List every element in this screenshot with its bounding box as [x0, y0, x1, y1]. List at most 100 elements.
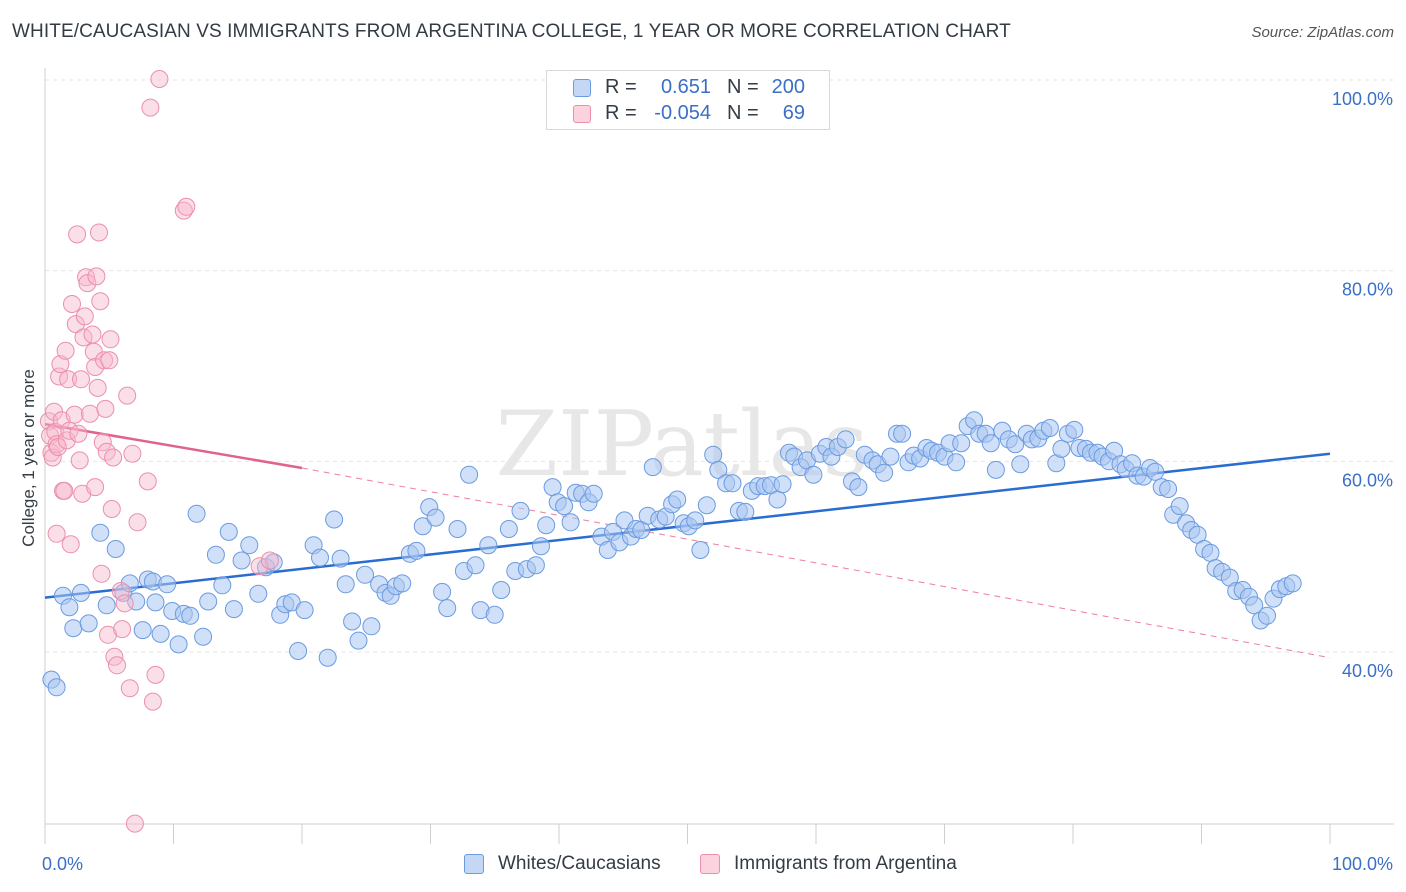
y-axis-label: College, 1 year or more [19, 369, 38, 547]
correlation-legend: R = 0.651 N = 200 R = -0.054 N = 69 [546, 70, 830, 130]
point-whites [1065, 420, 1084, 439]
point-whites [1011, 455, 1030, 474]
legend-label-argentina: Immigrants from Argentina [734, 853, 957, 874]
point-argentina [90, 223, 108, 242]
point-whites [72, 583, 90, 602]
point-whites [460, 465, 479, 484]
point-whites [325, 510, 344, 529]
point-whites [881, 447, 900, 466]
point-whites [318, 648, 337, 667]
point-whites [133, 621, 152, 640]
point-whites [686, 511, 705, 530]
point-whites [555, 497, 574, 516]
point-argentina [146, 665, 165, 684]
chart-title: WHITE/CAUCASIAN VS IMMIGRANTS FROM ARGEN… [12, 21, 1011, 42]
point-whites [349, 631, 368, 650]
legend-swatch-blue [573, 79, 591, 97]
point-argentina [70, 451, 89, 470]
point-argentina [59, 370, 78, 389]
point-argentina [96, 399, 115, 418]
point-argentina [61, 535, 80, 554]
point-whites [232, 551, 251, 570]
point-argentina [108, 656, 126, 675]
source-credit: Source: ZipAtlas.com [1251, 24, 1394, 41]
point-argentina [118, 386, 137, 405]
point-whites [1040, 419, 1059, 437]
point-whites [219, 522, 238, 541]
point-whites [804, 465, 823, 484]
point-whites [311, 548, 329, 567]
data-points [39, 70, 1302, 833]
legend-swatch-pink [573, 105, 591, 123]
point-argentina [115, 594, 134, 613]
x-tick-label: 0.0% [42, 854, 83, 874]
r-label: R = [605, 102, 637, 124]
point-argentina [101, 330, 120, 349]
point-whites [704, 445, 723, 464]
point-whites [426, 508, 445, 527]
point-whites [433, 582, 452, 601]
n-label: N = [727, 102, 759, 124]
point-argentina [123, 444, 142, 463]
point-whites [336, 575, 355, 594]
point-argentina [128, 513, 147, 532]
point-whites [893, 424, 912, 443]
point-whites [1258, 606, 1276, 625]
point-whites [120, 574, 139, 593]
point-whites [697, 496, 716, 515]
point-argentina [99, 625, 117, 644]
point-argentina [78, 274, 97, 293]
point-argentina [143, 692, 162, 711]
n-value: 69 [782, 102, 805, 124]
point-whites [331, 549, 350, 568]
point-whites [91, 523, 110, 542]
trend-line-argentina [44, 422, 303, 470]
y-tick-label: 40.0% [1342, 661, 1393, 681]
point-whites [393, 574, 412, 593]
point-argentina [250, 557, 269, 576]
point-whites [343, 612, 362, 631]
x-tick-labels: 0.0% 100.0% [42, 854, 1393, 874]
r-label: R = [605, 76, 637, 98]
legend-row-whites: R = 0.651 N = 200 [547, 75, 829, 101]
n-value: 200 [771, 76, 805, 98]
point-argentina [100, 351, 119, 370]
point-whites [986, 460, 1005, 479]
point-argentina [141, 98, 160, 117]
point-argentina [86, 478, 105, 497]
x-tick-label: 100.0% [1332, 854, 1393, 874]
point-whites [127, 592, 146, 611]
point-whites [356, 565, 374, 584]
point-argentina [47, 524, 66, 543]
point-argentina [102, 500, 121, 518]
point-argentina [95, 351, 114, 370]
point-whites [768, 490, 787, 509]
point-whites [213, 576, 232, 595]
point-whites [511, 501, 530, 520]
point-argentina [177, 197, 196, 216]
point-whites [438, 599, 457, 618]
point-whites [485, 605, 504, 624]
point-whites [289, 642, 308, 660]
point-argentina [83, 325, 102, 344]
point-whites [1159, 480, 1178, 498]
y-tick-labels: 40.0% 60.0% 80.0% 100.0% [1332, 89, 1393, 681]
point-whites [643, 458, 662, 477]
point-whites [224, 600, 243, 619]
point-whites [187, 504, 206, 523]
point-whites [723, 474, 742, 493]
r-value: -0.054 [654, 102, 711, 124]
point-whites [479, 536, 498, 555]
point-argentina [104, 448, 123, 467]
point-whites [448, 520, 467, 538]
point-whites [106, 540, 125, 558]
point-argentina [69, 424, 88, 443]
legend-label-whites: Whites/Caucasians [498, 853, 661, 874]
n-label: N = [727, 76, 759, 98]
point-whites [79, 614, 98, 633]
point-argentina [91, 292, 110, 311]
point-whites [1201, 543, 1220, 562]
point-argentina [65, 405, 84, 424]
point-argentina [48, 438, 67, 456]
point-whites [249, 584, 268, 603]
